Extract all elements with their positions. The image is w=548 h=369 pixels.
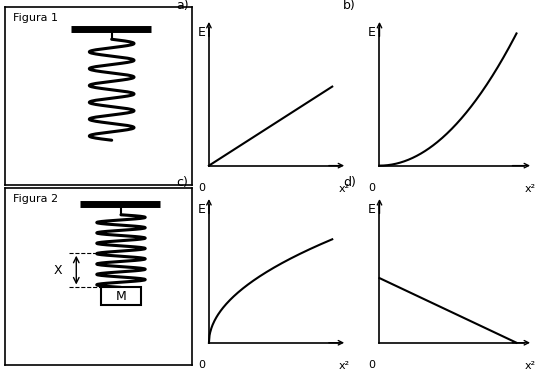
Text: M: M — [116, 290, 127, 303]
Text: 0: 0 — [198, 183, 205, 193]
Text: E: E — [197, 203, 205, 215]
Text: 0: 0 — [368, 360, 375, 369]
Text: a): a) — [176, 0, 189, 11]
Text: d): d) — [343, 176, 356, 189]
Text: 0: 0 — [198, 360, 205, 369]
Text: 0: 0 — [368, 183, 375, 193]
Text: X: X — [53, 263, 62, 277]
Text: x²: x² — [524, 361, 536, 369]
Text: x²: x² — [339, 184, 350, 194]
Text: E: E — [368, 25, 375, 38]
Text: x²: x² — [339, 361, 350, 369]
Text: b): b) — [343, 0, 356, 11]
Text: Figura 1: Figura 1 — [13, 13, 58, 23]
Bar — [100, 287, 141, 305]
Text: c): c) — [176, 176, 188, 189]
Text: Figura 2: Figura 2 — [13, 193, 58, 204]
Text: E: E — [197, 25, 205, 38]
Text: x²: x² — [524, 184, 536, 194]
Text: E: E — [368, 203, 375, 215]
